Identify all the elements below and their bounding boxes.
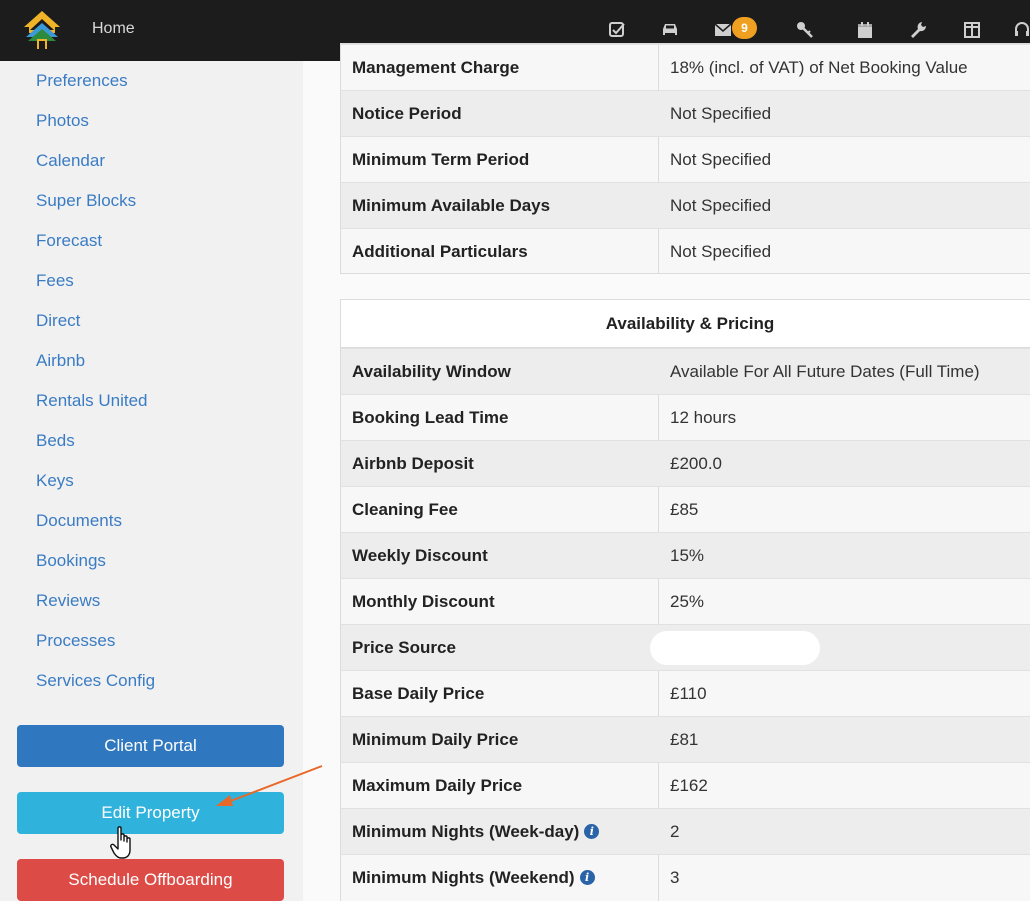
row-value: 2 <box>670 822 680 841</box>
sidebar-item-beds[interactable]: Beds <box>36 431 75 450</box>
checkbox-icon[interactable] <box>605 18 629 42</box>
row-value: Available For All Future Dates (Full Tim… <box>670 362 980 381</box>
row-value: Not Specified <box>670 150 772 169</box>
table-row: Monthly Discount 25% <box>341 578 1030 624</box>
sidebar-item-airbnb[interactable]: Airbnb <box>36 351 86 370</box>
row-label: Notice Period <box>352 104 462 123</box>
row-label: Maximum Daily Price <box>352 776 523 795</box>
row-label-text: Minimum Nights (Weekend) <box>352 868 575 887</box>
client-portal-button[interactable]: Client Portal <box>17 725 284 767</box>
sidebar-item-documents[interactable]: Documents <box>36 511 122 530</box>
row-label: Cleaning Fee <box>352 500 458 519</box>
mail-icon[interactable] <box>711 18 735 42</box>
table-row: Cleaning Fee £85 <box>341 486 1030 532</box>
row-label: Airbnb Deposit <box>352 454 474 473</box>
table-row: Minimum Nights (Weekend) i 3 <box>341 854 1030 900</box>
row-value: Not Specified <box>670 196 772 215</box>
redaction-overlay <box>650 631 820 665</box>
sidebar-item-reviews[interactable]: Reviews <box>36 591 101 610</box>
row-label: Minimum Available Days <box>352 196 551 215</box>
row-value: Not Specified <box>670 242 772 261</box>
sidebar-item-rentals-united[interactable]: Rentals United <box>36 391 148 410</box>
table-row: Minimum Term Period Not Specified <box>341 136 1030 182</box>
car-icon[interactable] <box>658 18 682 42</box>
sidebar-item-services-config[interactable]: Services Config <box>36 671 156 690</box>
sidebar-item-direct[interactable]: Direct <box>36 311 81 330</box>
row-label: Monthly Discount <box>352 592 495 611</box>
row-label: Minimum Term Period <box>352 150 530 169</box>
table-row: Minimum Daily Price £81 <box>341 716 1030 762</box>
row-label: Price Source <box>352 638 456 657</box>
table-row: Availability Window Available For All Fu… <box>341 348 1030 394</box>
table-row: Maximum Daily Price £162 <box>341 762 1030 808</box>
availability-pricing-table: Availability & Pricing Availability Wind… <box>340 299 1030 901</box>
sidebar: Preferences Photos Calendar Super Blocks… <box>0 61 303 901</box>
table-row: Base Daily Price £110 <box>341 670 1030 716</box>
edit-property-button[interactable]: Edit Property <box>17 792 284 834</box>
row-label-text: Minimum Nights (Week-day) <box>352 822 580 841</box>
row-value: Not Specified <box>670 104 772 123</box>
row-value: £81 <box>670 730 699 749</box>
table-row: Airbnb Deposit £200.0 <box>341 440 1030 486</box>
info-icon[interactable]: i <box>579 870 595 886</box>
mail-count-badge: 9 <box>732 17 757 39</box>
sidebar-item-fees[interactable]: Fees <box>36 271 74 290</box>
column-divider <box>658 44 659 273</box>
table-row: Minimum Available Days Not Specified <box>341 182 1030 228</box>
sidebar-item-preferences[interactable]: Preferences <box>36 71 128 90</box>
row-value: 18% (incl. of VAT) of Net Booking Value <box>670 58 968 77</box>
row-label: Weekly Discount <box>352 546 488 565</box>
row-label: Management Charge <box>352 58 520 77</box>
row-value: 15% <box>670 546 705 565</box>
info-icon[interactable]: i <box>584 824 600 840</box>
sidebar-item-keys[interactable]: Keys <box>36 471 74 490</box>
calendar-icon[interactable] <box>853 18 877 42</box>
app-logo-icon[interactable] <box>22 9 62 51</box>
home-link[interactable]: Home <box>92 20 135 37</box>
table-row: Minimum Nights (Week-day) i 2 <box>341 808 1030 854</box>
row-value: £162 <box>670 776 708 795</box>
row-value: 3 <box>670 868 680 887</box>
sidebar-item-processes[interactable]: Processes <box>36 631 116 650</box>
sidebar-item-calendar[interactable]: Calendar <box>36 151 105 170</box>
schedule-offboarding-button[interactable]: Schedule Offboarding <box>17 859 284 901</box>
row-value: £85 <box>670 500 699 519</box>
row-label: Minimum Nights (Weekend) i <box>352 855 595 901</box>
columns-icon[interactable] <box>960 18 984 42</box>
row-label: Base Daily Price <box>352 684 485 703</box>
sidebar-item-super-blocks[interactable]: Super Blocks <box>36 191 137 210</box>
row-value: £200.0 <box>670 454 722 473</box>
table-row: Weekly Discount 15% <box>341 532 1030 578</box>
table-row: Management Charge 18% (incl. of VAT) of … <box>341 44 1030 90</box>
sidebar-item-forecast[interactable]: Forecast <box>36 231 103 250</box>
terms-table: Management Charge 18% (incl. of VAT) of … <box>340 43 1030 274</box>
row-label: Additional Particulars <box>352 242 528 261</box>
row-label: Booking Lead Time <box>352 408 509 427</box>
row-label: Minimum Nights (Week-day) i <box>352 809 600 855</box>
sidebar-item-photos[interactable]: Photos <box>36 111 89 130</box>
table-row: Additional Particulars Not Specified <box>341 228 1030 273</box>
row-label: Minimum Daily Price <box>352 730 519 749</box>
row-value: £110 <box>670 684 707 703</box>
headset-icon[interactable] <box>1010 18 1030 42</box>
wrench-icon[interactable] <box>906 18 930 42</box>
keys-icon[interactable] <box>793 18 817 42</box>
row-value: 25% <box>670 592 705 611</box>
hand-cursor-icon <box>110 826 131 859</box>
table-row: Notice Period Not Specified <box>341 90 1030 136</box>
table-title: Availability & Pricing <box>341 300 1030 348</box>
row-value: 12 hours <box>670 408 737 427</box>
sidebar-item-bookings[interactable]: Bookings <box>36 551 106 570</box>
row-label: Availability Window <box>352 362 511 381</box>
table-row: Booking Lead Time 12 hours <box>341 394 1030 440</box>
